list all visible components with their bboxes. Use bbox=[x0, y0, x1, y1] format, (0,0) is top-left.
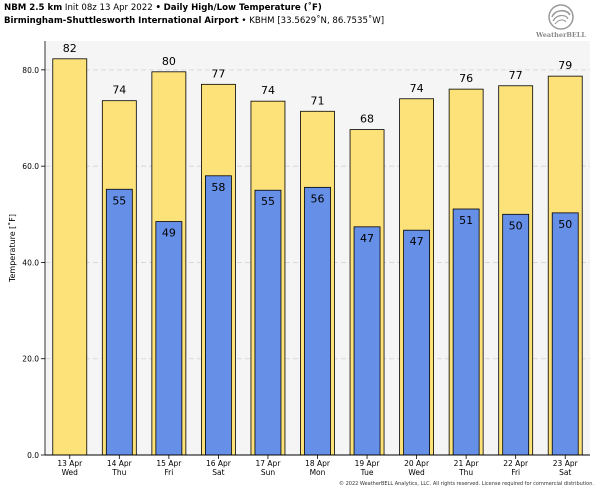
low-temperature-bar bbox=[254, 189, 282, 456]
low-temperature-label: 50 bbox=[509, 219, 523, 232]
y-axis-ticks: 0.0 20.0 40.0 60.0 80.0 bbox=[22, 66, 45, 460]
low-temperature-label: 58 bbox=[211, 181, 225, 194]
x-tick-date: 21 Apr bbox=[454, 459, 480, 468]
model-name: NBM 2.5 km bbox=[4, 3, 63, 13]
x-tick-day: Sat bbox=[559, 468, 571, 477]
low-temperature-bar bbox=[353, 226, 381, 456]
low-temperature-bar bbox=[155, 221, 183, 456]
x-tick-date: 17 Apr bbox=[256, 459, 282, 468]
x-tick-day: Thu bbox=[458, 468, 473, 477]
weatherbell-swirl-logo-icon bbox=[548, 4, 574, 30]
x-tick-day: Thu bbox=[111, 468, 126, 477]
station-code: KBHM [33.5629˚N, 86.7535˚W] bbox=[249, 16, 385, 26]
high-temperature-label: 82 bbox=[63, 42, 77, 55]
x-tick-day: Wed bbox=[62, 468, 79, 477]
x-tick-date: 23 Apr bbox=[553, 459, 579, 468]
high-temperature-bar bbox=[52, 58, 88, 456]
high-temperature-label: 80 bbox=[162, 55, 176, 68]
low-temperature-bars bbox=[105, 175, 579, 456]
high-temperature-label: 74 bbox=[112, 84, 126, 97]
high-temperature-label: 77 bbox=[509, 69, 523, 82]
x-tick-day: Tue bbox=[360, 468, 374, 477]
low-temperature-bar bbox=[502, 213, 530, 456]
header-line-1: NBM 2.5 km Init 08z 13 Apr 2022 • Daily … bbox=[4, 2, 524, 15]
x-tick-day: Sat bbox=[212, 468, 224, 477]
y-tick-label: 60.0 bbox=[22, 162, 39, 171]
x-tick-date: 14 Apr bbox=[107, 459, 133, 468]
x-tick-date: 19 Apr bbox=[355, 459, 381, 468]
header-line-2: Birmingham-Shuttlesworth International A… bbox=[4, 15, 524, 28]
y-axis-label: Temperature [˚F] bbox=[7, 214, 17, 283]
y-tick-label: 40.0 bbox=[22, 258, 39, 267]
high-temperature-label: 77 bbox=[211, 67, 225, 80]
x-tick-date: 15 Apr bbox=[156, 459, 182, 468]
value-labels: 82 74 55 80 49 77 58 74 55 71 56 68 47 74 47 76 51 77 50 79… bbox=[63, 42, 572, 248]
low-temperature-label: 56 bbox=[311, 192, 325, 205]
x-tick-day: Wed bbox=[408, 468, 425, 477]
header-separator: • bbox=[155, 3, 161, 13]
y-tick-label: 20.0 bbox=[22, 355, 39, 364]
x-tick-day: Sun bbox=[261, 468, 276, 477]
low-temperature-bar bbox=[304, 186, 331, 456]
high-temperature-label: 74 bbox=[410, 82, 424, 95]
x-tick-day: Fri bbox=[164, 468, 173, 477]
x-tick-day: Fri bbox=[511, 468, 520, 477]
low-temperature-label: 51 bbox=[459, 214, 473, 227]
low-temperature-label: 47 bbox=[410, 235, 424, 248]
low-temperature-bar bbox=[105, 188, 133, 456]
x-tick-day: Mon bbox=[310, 468, 326, 477]
y-tick-label: 0.0 bbox=[27, 451, 39, 460]
x-tick-date: 18 Apr bbox=[305, 459, 331, 468]
low-temperature-bar bbox=[403, 229, 430, 456]
high-temperature-label: 79 bbox=[558, 59, 572, 72]
chart-title: Daily High/Low Temperature (˚F) bbox=[163, 3, 322, 13]
init-time: Init 08z 13 Apr 2022 bbox=[64, 3, 153, 13]
logo-text: WeatherBELL bbox=[535, 31, 586, 39]
high-temperature-label: 76 bbox=[459, 72, 473, 85]
weatherbell-logo: WeatherBELL bbox=[535, 4, 586, 39]
low-temperature-label: 55 bbox=[261, 195, 275, 208]
high-temperature-label: 68 bbox=[360, 113, 374, 126]
low-temperature-label: 49 bbox=[162, 227, 176, 240]
y-tick-label: 80.0 bbox=[22, 66, 39, 75]
low-temperature-label: 47 bbox=[360, 232, 374, 245]
low-temperature-label: 50 bbox=[558, 218, 572, 231]
chart-header: NBM 2.5 km Init 08z 13 Apr 2022 • Daily … bbox=[4, 2, 524, 28]
high-temperature-label: 71 bbox=[311, 94, 325, 107]
high-temperature-label: 74 bbox=[261, 84, 275, 97]
copyright-notice: © 2022 WeatherBELL Analytics, LLC. All r… bbox=[339, 481, 594, 487]
x-tick-date: 16 Apr bbox=[206, 459, 232, 468]
x-tick-date: 22 Apr bbox=[503, 459, 529, 468]
low-temperature-bar bbox=[452, 208, 480, 456]
low-temperature-bar bbox=[205, 175, 232, 456]
low-temperature-bar bbox=[551, 212, 579, 456]
x-tick-date: 20 Apr bbox=[404, 459, 430, 468]
x-tick-date: 13 Apr bbox=[57, 459, 83, 468]
station-name: Birmingham-Shuttlesworth International A… bbox=[4, 16, 239, 26]
header-separator: • bbox=[241, 16, 247, 26]
low-temperature-label: 55 bbox=[112, 194, 126, 207]
